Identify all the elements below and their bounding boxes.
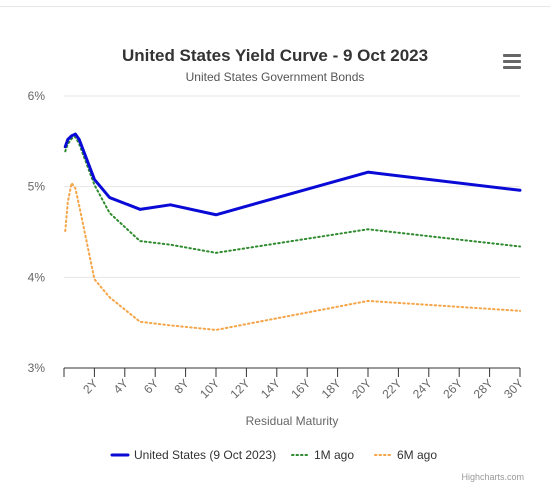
x-axis-title: Residual Maturity [246,414,339,428]
y-tick-label: 6% [28,89,46,103]
x-tick-label: 18Y [319,376,344,401]
series-lines [63,132,522,331]
legend-item-1[interactable]: 1M ago [314,448,354,462]
x-tick-label: 6Y [141,376,161,396]
x-tick-label: 12Y [228,376,253,401]
x-tick-label: 30Y [501,376,526,401]
x-tick-label: 28Y [471,376,496,401]
chart-title: United States Yield Curve - 9 Oct 2023 [122,46,428,65]
x-tick-label: 8Y [171,376,191,396]
y-tick-label: 4% [28,270,46,284]
x-tick-label: 24Y [410,376,435,401]
x-axis: 2Y 4Y 6Y 8Y 10Y 12Y 14Y 16Y 18Y 20Y 22Y 24Y 26Y 28Y 30… [63,367,526,401]
credits-link[interactable]: Highcharts.com [461,472,524,482]
y-tick-label: 5% [28,180,46,194]
y-axis-ticks: 3% 4% 5% 6% [28,89,46,375]
series-line-0[interactable] [63,132,522,217]
x-tick-label: 14Y [258,376,283,401]
x-tick-label: 2Y [80,376,100,396]
hamburger-menu-icon[interactable] [503,54,521,70]
legend-item-2[interactable]: 6M ago [397,448,437,462]
series-line-2[interactable] [64,182,521,331]
x-tick-label: 4Y [111,376,131,396]
grid-lines [64,95,520,278]
legend: United States (9 Oct 2023) 1M ago 6M ago [110,448,437,462]
x-tick-label: 22Y [380,376,405,401]
x-tick-label: 16Y [288,376,313,401]
series-line-1[interactable] [64,135,521,254]
chart-subtitle: United States Government Bonds [186,70,365,84]
x-tick-label: 26Y [440,376,465,401]
x-tick-label: 20Y [349,376,374,401]
legend-item-0[interactable]: United States (9 Oct 2023) [134,448,276,462]
top-divider [0,6,550,7]
x-tick-label: 10Y [197,376,222,401]
y-tick-label: 3% [28,361,46,375]
